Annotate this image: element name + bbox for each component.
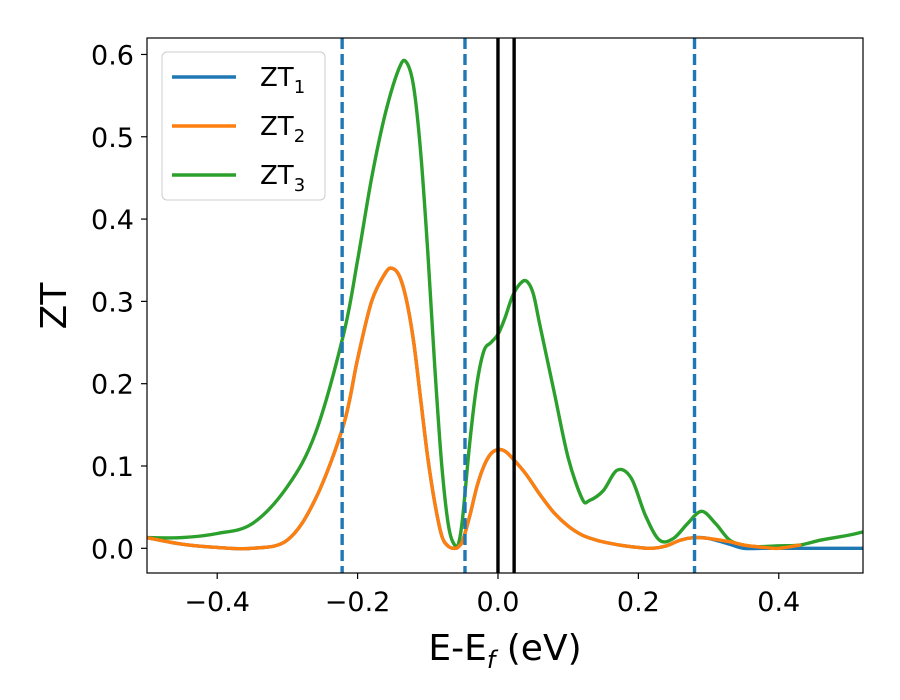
series-line-zt1 bbox=[147, 266, 863, 551]
legend: ZT1 ZT2 ZT3 bbox=[161, 51, 326, 201]
x-tick-label: 0.2 bbox=[617, 587, 660, 618]
plot-frame bbox=[146, 37, 864, 574]
y-tick-label: 0.0 bbox=[91, 534, 134, 565]
x-tick-label: −0.4 bbox=[184, 587, 250, 618]
legend-box bbox=[161, 51, 326, 201]
y-tick-label: 0.4 bbox=[91, 205, 134, 236]
y-tick-label: 0.3 bbox=[91, 287, 134, 318]
y-tick-label: 0.5 bbox=[91, 123, 134, 154]
legend-label-zt1: ZT1 bbox=[260, 63, 305, 98]
x-tick-label: 0.0 bbox=[477, 587, 520, 618]
axis-ticks: −0.4 −0.2 0.0 0.2 0.4 0.0 0.1 0.2 0.3 0.4 0.5 0.6 bbox=[91, 40, 800, 618]
x-tick-label: 0.4 bbox=[757, 587, 800, 618]
x-axis-label: E-Ef (eV) bbox=[428, 628, 581, 674]
x-axis-label-main: E-E bbox=[428, 628, 486, 669]
x-tick-label: −0.2 bbox=[325, 587, 391, 618]
y-axis-label: ZT bbox=[34, 282, 75, 330]
y-tick-label: 0.6 bbox=[91, 40, 134, 71]
y-tick-label: 0.2 bbox=[91, 370, 134, 401]
x-axis-label-suffix: (eV) bbox=[495, 628, 581, 669]
series-line-zt2 bbox=[147, 266, 802, 551]
legend-label-zt3: ZT3 bbox=[260, 161, 305, 196]
y-tick-label: 0.1 bbox=[91, 452, 134, 483]
plot-area bbox=[147, 38, 863, 573]
legend-label-zt2: ZT2 bbox=[260, 112, 305, 147]
series-line-zt3 bbox=[147, 58, 863, 549]
